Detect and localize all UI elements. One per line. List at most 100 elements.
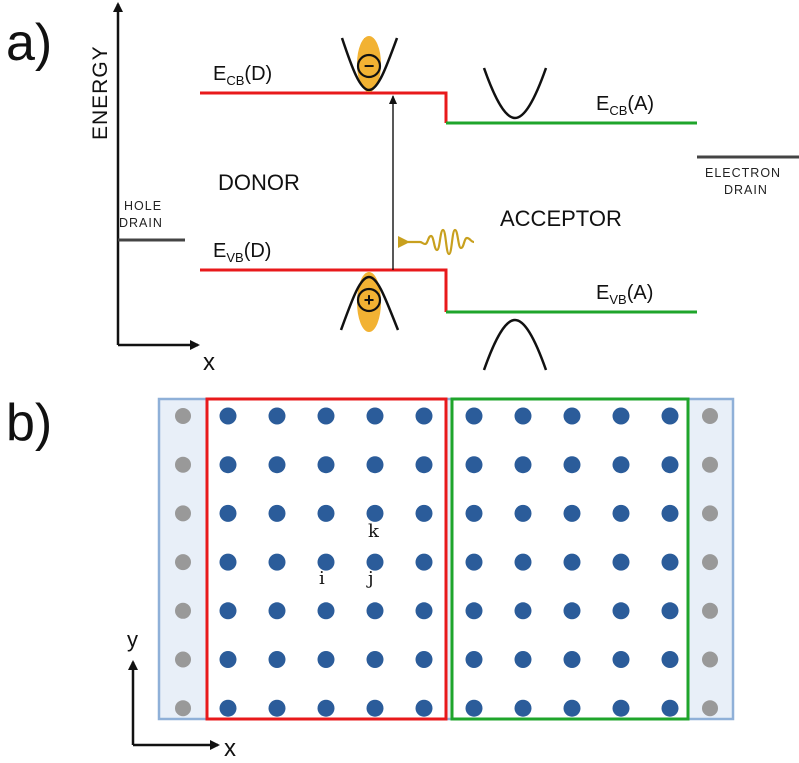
donor-site: [366, 651, 384, 668]
donor-site: [415, 699, 433, 717]
acceptor-site: [514, 699, 532, 717]
ecb-d-label: ECB(D): [213, 63, 272, 88]
acceptor-site: [563, 504, 581, 522]
hole-wavepacket: +: [339, 272, 400, 332]
donor-site: [317, 553, 335, 571]
donor-region-box: [205, 397, 448, 721]
hole-drain-site: [175, 456, 191, 473]
donor-cb-parabola: [340, 37, 399, 92]
acceptor-site: [514, 553, 532, 571]
donor-site: [219, 407, 237, 425]
svg-text:−: −: [364, 56, 375, 76]
acceptor-site: [563, 602, 581, 620]
x-axis-label-b: x: [224, 735, 236, 762]
hole-drain-site: [175, 554, 191, 571]
donor-site: [366, 504, 384, 522]
electron-drain-site: [702, 456, 718, 473]
hole-drain-site: [175, 602, 191, 619]
acceptor-site: [612, 456, 630, 474]
electron-drain-site: [702, 554, 718, 571]
donor-site: [366, 699, 384, 717]
acceptor-site: [465, 456, 483, 474]
donor-site: [366, 456, 384, 474]
acceptor-site: [465, 699, 483, 717]
electron-drain-site: [702, 505, 718, 522]
ecb-a-label: ECB(A): [596, 93, 654, 118]
donor-site: [219, 553, 237, 571]
panel-a-label: a): [6, 14, 52, 72]
acceptor-site: [514, 407, 532, 425]
panel-b-label: b): [6, 394, 52, 452]
acceptor-site: [612, 504, 630, 522]
acceptor-cb-parabola: [482, 67, 548, 120]
donor-site: [317, 602, 335, 620]
panel-b-axes: [128, 660, 220, 750]
acceptor-site: [661, 602, 679, 620]
hole-drain-site: [175, 505, 191, 522]
svg-text:+: +: [364, 290, 375, 310]
electron-drain-site: [702, 651, 718, 668]
site-label-i: i: [319, 568, 325, 589]
acceptor-region-box: [450, 397, 690, 721]
acceptor-site: [563, 699, 581, 717]
donor-label: DONOR: [218, 170, 300, 195]
hole-drain-site: [175, 408, 191, 424]
acceptor-site: [465, 504, 483, 522]
acceptor-site: [514, 602, 532, 620]
evb-d-label: EVB(D): [213, 240, 271, 265]
acceptor-site: [612, 407, 630, 425]
site-label-k: k: [368, 521, 380, 542]
donor-site: [415, 407, 433, 425]
donor-site: [268, 553, 286, 571]
donor-site: [268, 504, 286, 522]
x-axis-label-a: x: [203, 349, 215, 376]
acceptor-site: [661, 407, 679, 425]
acceptor-label: ACCEPTOR: [500, 206, 622, 231]
hole-drain-site: [175, 651, 191, 668]
hole-drain-label-1: HOLE: [124, 199, 162, 213]
electron-drain-label-2: DRAIN: [724, 183, 768, 197]
donor-site: [268, 651, 286, 668]
donor-site: [415, 553, 433, 571]
acceptor-site: [612, 651, 630, 668]
electron-icon: [356, 53, 382, 79]
donor-site: [268, 699, 286, 717]
donor-site: [219, 456, 237, 474]
acceptor-site: [563, 456, 581, 474]
donor-site: [219, 504, 237, 522]
donor-site: [317, 407, 335, 425]
acceptor-site: [661, 699, 679, 717]
acceptor-vb-parabola: [482, 318, 548, 371]
site-label-j: j: [366, 568, 374, 589]
acceptor-site: [661, 553, 679, 571]
donor-site: [415, 456, 433, 474]
acceptor-site: [661, 651, 679, 668]
donor-site: [268, 407, 286, 425]
acceptor-site: [661, 504, 679, 522]
hole-drain-site: [175, 700, 191, 717]
donor-site: [415, 651, 433, 668]
electron-drain-site: [702, 408, 718, 424]
electron-drain-site: [702, 700, 718, 717]
donor-site: [415, 504, 433, 522]
donor-site: [317, 456, 335, 474]
donor-site: [268, 602, 286, 620]
acceptor-site: [612, 602, 630, 620]
photon-icon: [398, 228, 475, 256]
acceptor-site: [465, 407, 483, 425]
donor-site: [366, 553, 384, 571]
acceptor-site: [465, 651, 483, 668]
acceptor-site: [661, 456, 679, 474]
donor-site: [317, 651, 335, 668]
donor-site: [219, 699, 237, 717]
donor-site: [366, 602, 384, 620]
electron-drain-site: [702, 602, 718, 619]
acceptor-site: [514, 651, 532, 668]
electron-drain-label-1: ELECTRON: [705, 166, 781, 180]
donor-site: [317, 699, 335, 717]
acceptor-site: [465, 602, 483, 620]
lattice-sites: [175, 407, 718, 717]
acceptor-site: [563, 407, 581, 425]
hole-drain-label-2: DRAIN: [119, 216, 163, 230]
